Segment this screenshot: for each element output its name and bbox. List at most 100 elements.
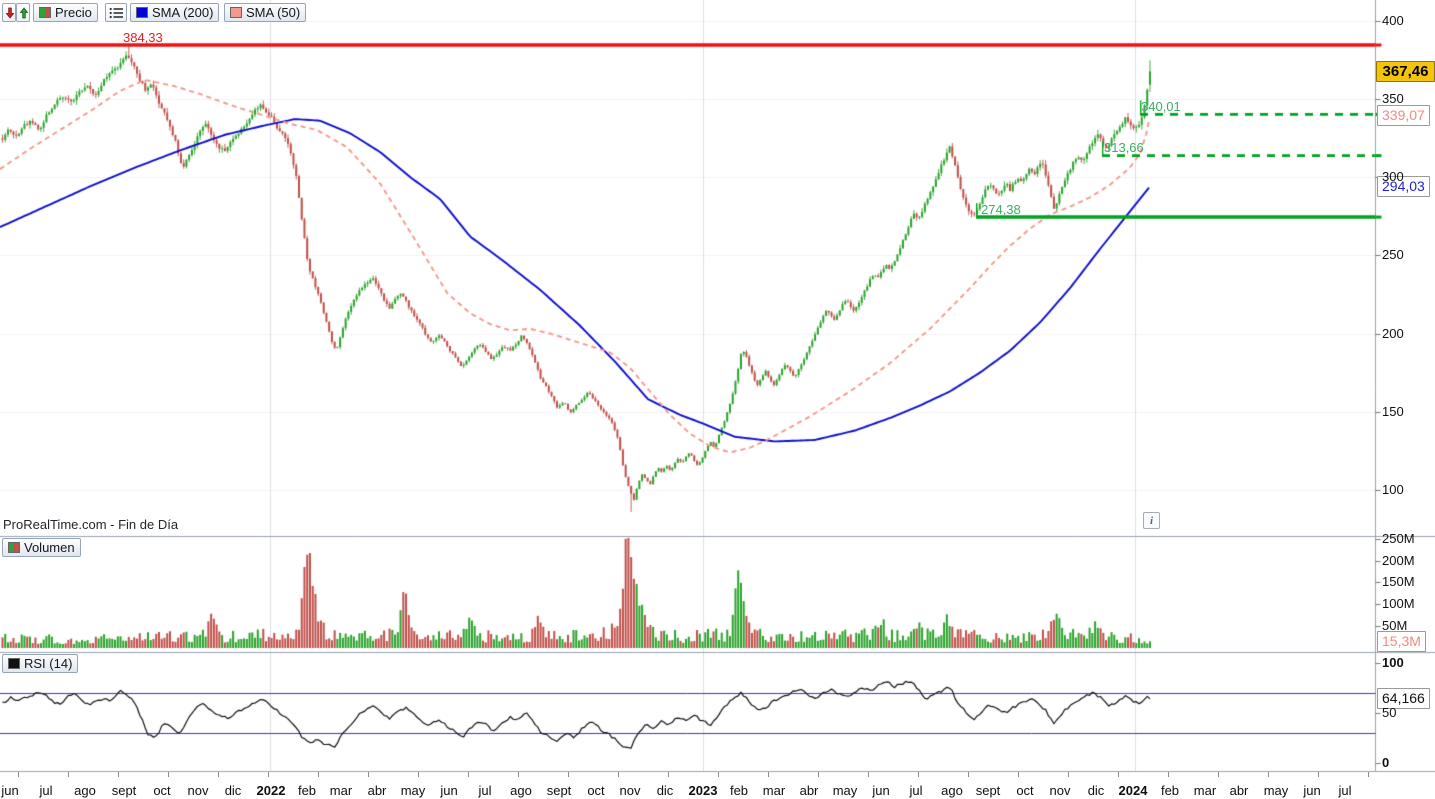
timeline-tick xyxy=(168,772,169,777)
timeline-tick xyxy=(418,772,419,777)
timeline-label: jul xyxy=(478,783,492,798)
indicator-list-button[interactable] xyxy=(105,3,127,22)
volume-legend-label: Volumen xyxy=(24,540,75,555)
timeline-tick xyxy=(368,772,369,777)
timeline-label: abr xyxy=(799,783,819,798)
rsi-axis-tick: 0 xyxy=(1382,755,1390,770)
timeline-tick xyxy=(918,772,919,777)
rsi-axis-tick: 50 xyxy=(1382,705,1397,720)
timeline-tick xyxy=(618,772,619,777)
timeline-tick xyxy=(968,772,969,777)
timeline-tick xyxy=(218,772,219,777)
timeline-label: 2023 xyxy=(688,783,718,798)
timeline-tick xyxy=(668,772,669,777)
timeline-tick xyxy=(1118,772,1119,777)
timeline-label: abr xyxy=(1229,783,1249,798)
platform-watermark[interactable]: ProRealTime.com - Fin de Día xyxy=(3,517,179,532)
timeline-tick xyxy=(268,772,269,777)
timeline-tick xyxy=(68,772,69,777)
resistance-line-label[interactable]: 384,33 xyxy=(123,29,163,45)
volume-axis-tick: 150M xyxy=(1382,574,1415,590)
timeline-label: abr xyxy=(367,783,387,798)
sma200-swatch-icon xyxy=(136,7,148,18)
volume-axis-tick: 250M xyxy=(1382,530,1415,546)
timeline-label: dic xyxy=(1087,783,1105,798)
timeline-label: ago xyxy=(510,783,532,798)
timeline-tick xyxy=(818,772,819,777)
timeline-tick xyxy=(468,772,469,777)
support-line-label-340[interactable]: 340,01 xyxy=(1141,98,1181,114)
timeline-label: 2024 xyxy=(1118,783,1148,798)
timeline-label: jun xyxy=(872,783,890,798)
price-axis-tick: 400 xyxy=(1382,12,1404,28)
last-volume-badge: 15,3M xyxy=(1377,630,1426,652)
timeline-tick xyxy=(1318,772,1319,777)
timeline-tick xyxy=(1068,772,1069,777)
timeline-label: may xyxy=(1263,783,1289,798)
timeline-tick xyxy=(1168,772,1169,777)
volume-legend-button[interactable]: Volumen xyxy=(2,538,81,557)
timeline-label: jun xyxy=(440,783,458,798)
price-axis-tick: 150 xyxy=(1382,403,1404,419)
rsi-legend-button[interactable]: RSI (14) xyxy=(2,654,79,673)
timeline-label: jul xyxy=(909,783,923,798)
price-axis-tick: 200 xyxy=(1382,325,1404,341)
timeline-tick xyxy=(318,772,319,777)
timeline-label: ago xyxy=(74,783,96,798)
timeline-label: nov xyxy=(1049,783,1071,798)
timeline-tick xyxy=(18,772,19,777)
timeline-label: oct xyxy=(153,783,171,798)
timeline-tick xyxy=(518,772,519,777)
volume-style-icon xyxy=(8,542,20,553)
timeline-label: may xyxy=(832,783,858,798)
timeline-tick xyxy=(1368,772,1369,777)
timeline-label: 2022 xyxy=(256,783,286,798)
timeline-label: mar xyxy=(762,783,786,798)
timeline-tick xyxy=(1268,772,1269,777)
timeline-label: sept xyxy=(975,783,1001,798)
support-line-label-274[interactable]: 274,38 xyxy=(981,201,1021,217)
timeline-label: sept xyxy=(546,783,572,798)
scroll-down-button[interactable] xyxy=(2,3,16,22)
timeline-label: may xyxy=(400,783,426,798)
timeline-label: dic xyxy=(224,783,242,798)
timeline-tick xyxy=(768,772,769,777)
timeline-label: oct xyxy=(1016,783,1034,798)
sma50-swatch-icon xyxy=(230,7,242,18)
scroll-up-button[interactable] xyxy=(16,3,30,22)
timeline-label: nov xyxy=(187,783,209,798)
rsi-swatch-icon xyxy=(8,658,20,669)
timeline-label: mar xyxy=(329,783,353,798)
timeline-label: sept xyxy=(111,783,137,798)
timeline-label: nov xyxy=(619,783,641,798)
green-up-arrow-icon xyxy=(19,6,29,20)
price-legend-button[interactable]: Precio xyxy=(33,3,98,22)
volume-axis-tick: 200M xyxy=(1382,552,1415,568)
timeline-label: dic xyxy=(656,783,674,798)
price-axis-tick: 100 xyxy=(1382,482,1404,497)
timeline-label: ago xyxy=(941,783,963,798)
price-legend-label: Precio xyxy=(55,5,92,20)
price-axis-tick: 250 xyxy=(1382,247,1404,263)
sma200-value-badge: 294,03 xyxy=(1377,175,1430,197)
timeline-tick xyxy=(868,772,869,777)
last-rsi-badge: 64,166 xyxy=(1377,688,1430,710)
price-axis-tick: 350 xyxy=(1382,90,1404,106)
volume-axis-tick: 100M xyxy=(1382,596,1415,612)
timeline-label: jul xyxy=(39,783,53,798)
list-icon xyxy=(109,7,124,19)
sma200-legend-button[interactable]: SMA (200) xyxy=(130,3,220,22)
info-icon[interactable]: i xyxy=(1143,512,1160,529)
rsi-legend-label: RSI (14) xyxy=(24,656,73,671)
timeline-label: jun xyxy=(1303,783,1321,798)
support-line-label-313[interactable]: 313,66 xyxy=(1104,140,1144,156)
timeline-tick xyxy=(718,772,719,777)
timeline-label: feb xyxy=(297,783,317,798)
last-price-badge: 367,46 xyxy=(1376,60,1435,82)
sma50-value-badge: 339,07 xyxy=(1377,105,1430,127)
sma50-legend-label: SMA (50) xyxy=(246,5,301,20)
sma50-legend-button[interactable]: SMA (50) xyxy=(224,3,307,22)
timeline-label: oct xyxy=(587,783,605,798)
